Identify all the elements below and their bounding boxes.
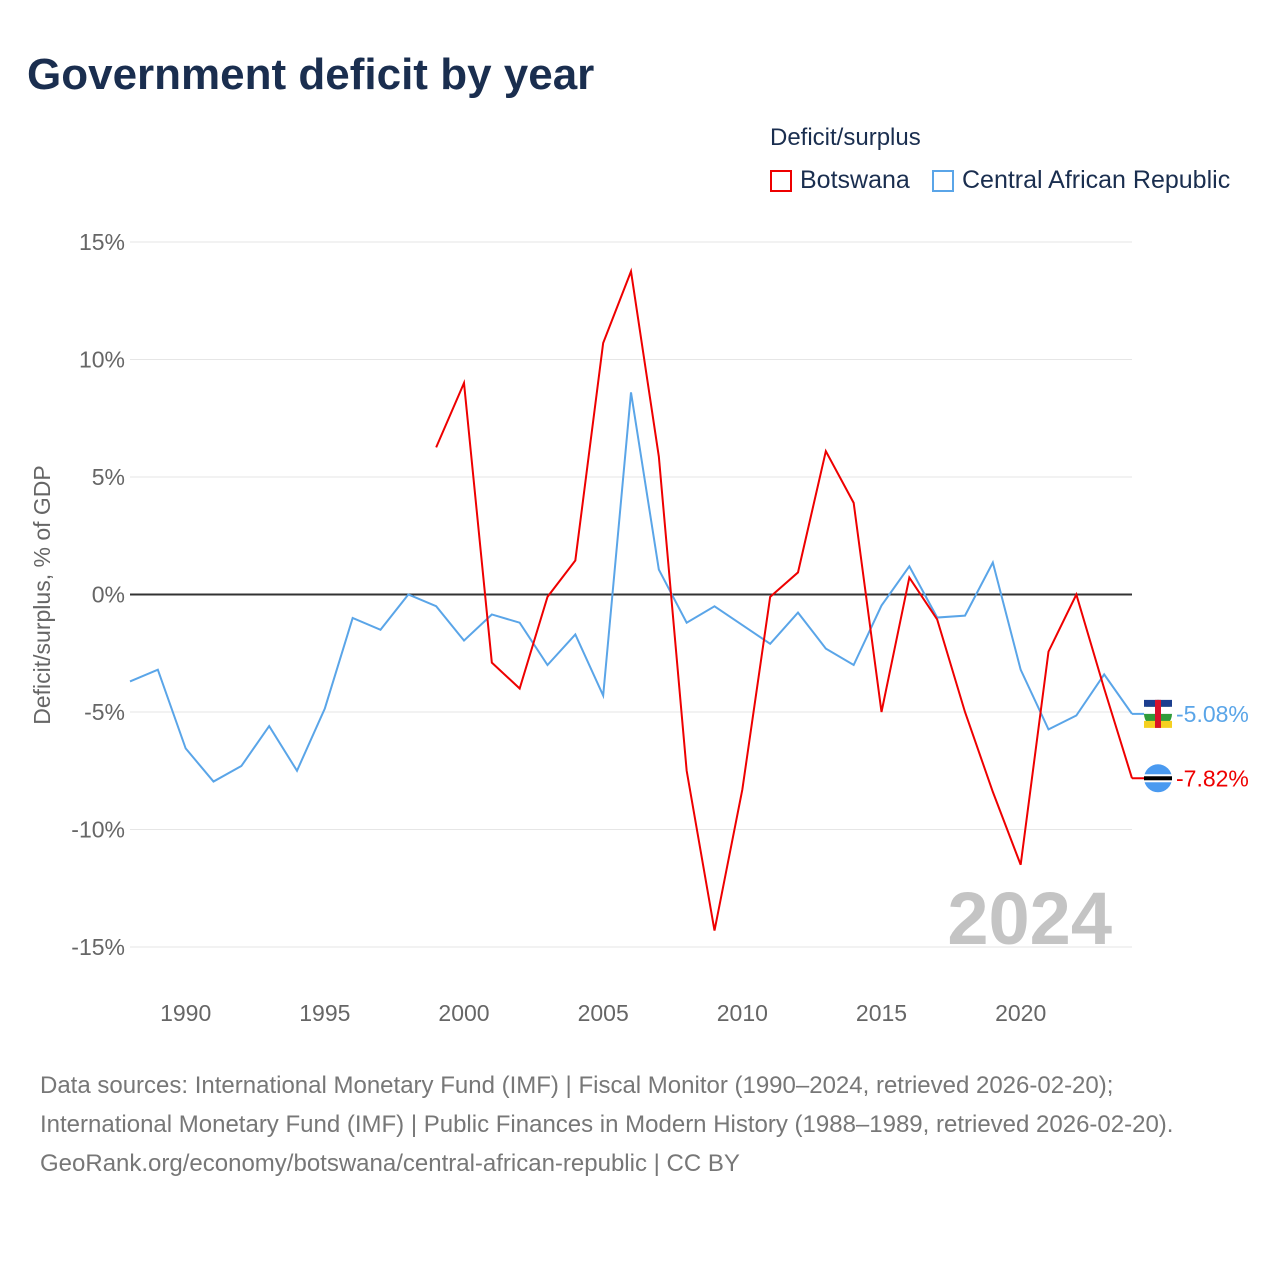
y-tick-label: 5% — [92, 464, 125, 490]
y-tick-label: 15% — [79, 229, 125, 255]
x-tick-label: 1995 — [299, 1000, 350, 1026]
x-tick-label: 2010 — [717, 1000, 768, 1026]
year-watermark: 2024 — [947, 877, 1112, 960]
flag-stripe — [1144, 776, 1172, 781]
footer: Data sources: International Monetary Fun… — [40, 1066, 1240, 1183]
end-value-label: -7.82% — [1176, 765, 1249, 791]
data-sources: Data sources: International Monetary Fun… — [40, 1072, 1174, 1138]
series-line-botswana — [435, 267, 1133, 931]
series-line-central-african-republic — [129, 392, 1133, 783]
legend-label: Central African Republic — [962, 166, 1231, 194]
y-tick-label: -15% — [71, 934, 125, 960]
x-tick-label: 2005 — [578, 1000, 629, 1026]
chart-title: Government deficit by year — [27, 50, 595, 99]
y-tick-label: 10% — [79, 347, 125, 373]
legend-title: Deficit/surplus — [770, 124, 921, 151]
legend-item-central-african-republic[interactable]: Central African Republic — [932, 166, 1230, 195]
legend-item-botswana[interactable]: Botswana — [770, 166, 910, 195]
credit-link[interactable]: GeoRank.org/economy/botswana/central-afr… — [40, 1150, 740, 1177]
x-tick-label: 1990 — [160, 1000, 211, 1026]
y-tick-label: 0% — [92, 582, 125, 608]
end-value-label: -5.08% — [1176, 701, 1249, 727]
x-tick-label: 2020 — [995, 1000, 1046, 1026]
y-tick-label: -5% — [84, 699, 125, 725]
x-tick-label: 2000 — [438, 1000, 489, 1026]
y-tick-label: -10% — [71, 817, 125, 843]
line-chart: 15% 10% 5% 0% -5% -10% -15% 1990 1995 2000 2005 201… — [29, 229, 1249, 1026]
legend-swatch-car — [932, 169, 954, 192]
x-tick-label: 2015 — [856, 1000, 907, 1026]
y-axis-label: Deficit/surplus, % of GDP — [29, 465, 55, 724]
flag-stripe — [1155, 699, 1161, 728]
legend-swatch-botswana — [770, 169, 792, 192]
legend-label: Botswana — [800, 166, 910, 194]
